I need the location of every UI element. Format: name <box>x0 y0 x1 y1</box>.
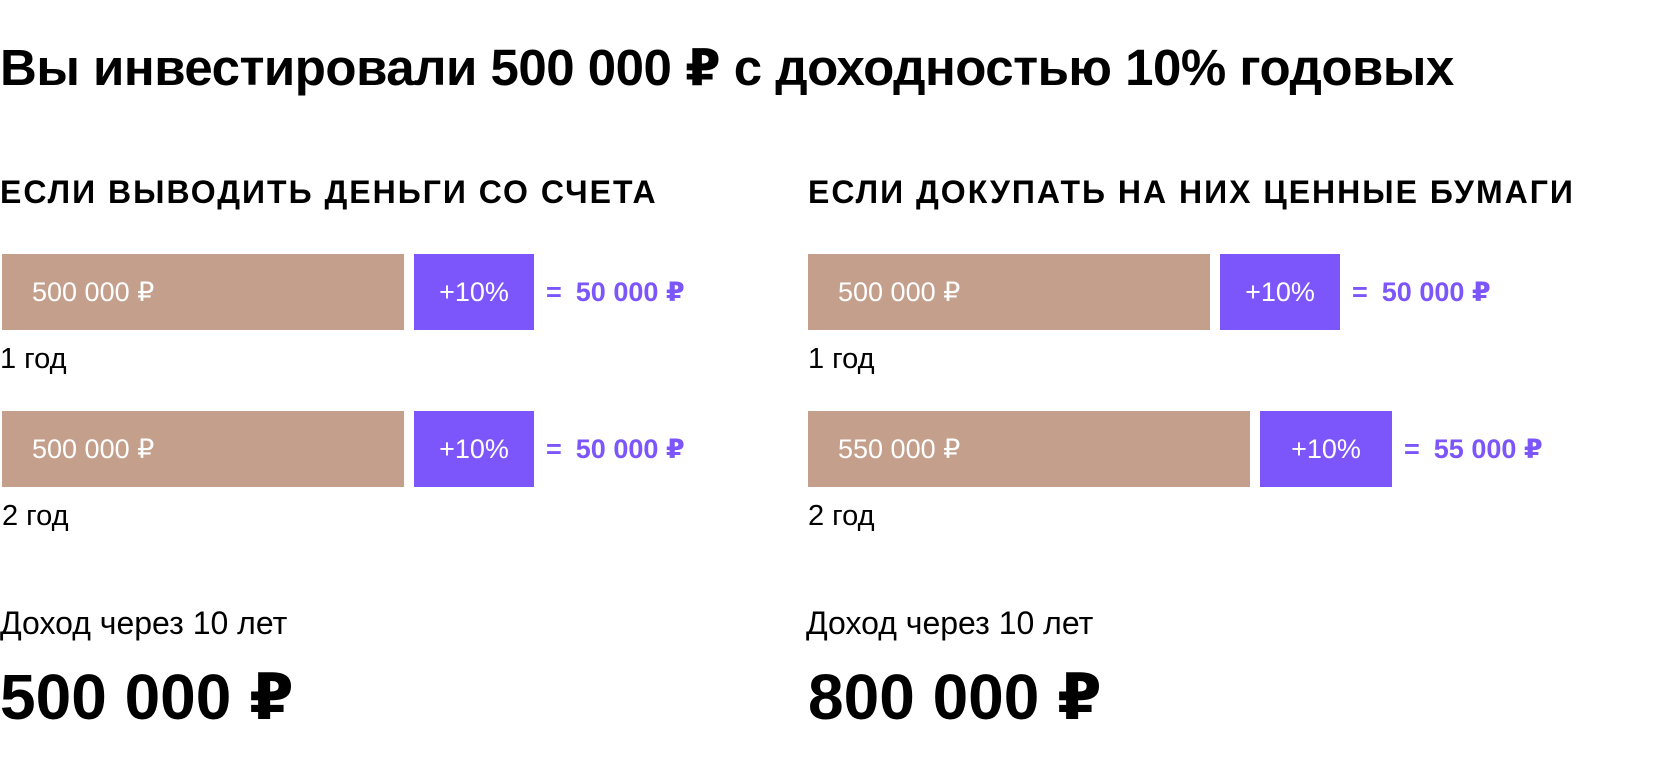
base-amount-bar: 500 000 ₽ <box>2 411 404 487</box>
income-value: 500 000 ₽ <box>0 661 294 733</box>
base-amount-label: 550 000 ₽ <box>838 434 961 464</box>
result-amount: = 50 000 ₽ <box>546 411 685 487</box>
base-amount-label: 500 000 ₽ <box>32 434 155 464</box>
equals-sign: = <box>1404 434 1420 464</box>
result-amount: = 50 000 ₽ <box>1352 254 1491 330</box>
equals-sign: = <box>1352 277 1368 307</box>
income-value: 800 000 ₽ <box>808 661 1102 733</box>
percent-bar: +10% <box>414 411 534 487</box>
percent-bar: +10% <box>1260 411 1392 487</box>
percent-label: +10% <box>1291 434 1361 464</box>
page-title: Вы инвестировали 500 000 ₽ с доходностью… <box>0 39 1454 96</box>
income-label: Доход через 10 лет <box>806 605 1094 641</box>
result-amount-label: 50 000 ₽ <box>575 434 685 464</box>
year-2-row: 500 000 ₽ +10% = 50 000 ₽ <box>0 411 800 487</box>
withdraw-scenario-heading: ЕСЛИ ВЫВОДИТЬ ДЕНЬГИ СО СЧЕТА <box>0 174 658 210</box>
percent-bar: +10% <box>1220 254 1340 330</box>
year-2-row: 550 000 ₽ +10% = 55 000 ₽ <box>808 411 1608 487</box>
base-amount-label: 500 000 ₽ <box>32 277 155 307</box>
income-label: Доход через 10 лет <box>0 605 288 641</box>
percent-label: +10% <box>439 434 509 464</box>
base-amount-bar: 500 000 ₽ <box>2 254 404 330</box>
base-amount-label: 500 000 ₽ <box>838 277 961 307</box>
reinvest-scenario-column: ЕСЛИ ДОКУПАТЬ НА НИХ ЦЕННЫЕ БУМАГИ 500 0… <box>806 0 1608 768</box>
percent-label: +10% <box>1245 277 1315 307</box>
equals-sign: = <box>546 434 562 464</box>
year-1-row: 500 000 ₽ +10% = 50 000 ₽ <box>0 254 800 330</box>
result-amount-label: 50 000 ₽ <box>575 277 685 307</box>
year-1-row: 500 000 ₽ +10% = 50 000 ₽ <box>808 254 1608 330</box>
reinvest-scenario-heading: ЕСЛИ ДОКУПАТЬ НА НИХ ЦЕННЫЕ БУМАГИ <box>808 174 1575 210</box>
result-amount: = 50 000 ₽ <box>546 254 685 330</box>
result-amount-label: 55 000 ₽ <box>1433 434 1543 464</box>
base-amount-bar: 550 000 ₽ <box>808 411 1250 487</box>
base-amount-bar: 500 000 ₽ <box>808 254 1210 330</box>
percent-label: +10% <box>439 277 509 307</box>
withdraw-scenario-column: ЕСЛИ ВЫВОДИТЬ ДЕНЬГИ СО СЧЕТА 500 000 ₽ … <box>0 0 800 768</box>
year-label: 1 год <box>808 343 875 375</box>
result-amount-label: 50 000 ₽ <box>1381 277 1491 307</box>
year-label: 2 год <box>2 500 69 532</box>
year-label: 1 год <box>0 343 67 375</box>
percent-bar: +10% <box>414 254 534 330</box>
year-label: 2 год <box>808 500 875 532</box>
result-amount: = 55 000 ₽ <box>1404 411 1543 487</box>
equals-sign: = <box>546 277 562 307</box>
